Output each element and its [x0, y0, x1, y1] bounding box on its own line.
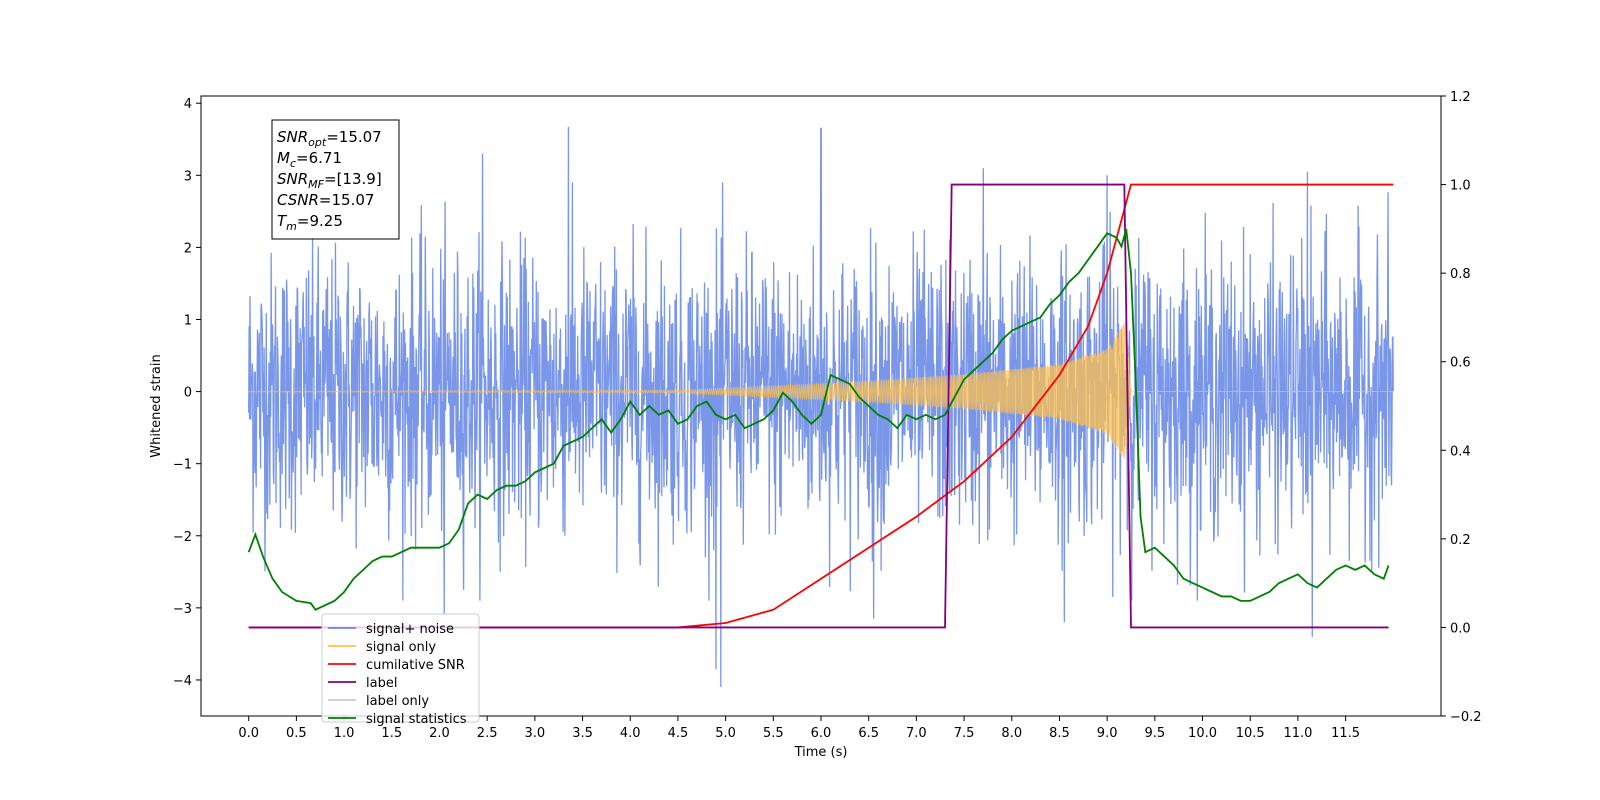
x-tick-label: 11.5 — [1331, 726, 1360, 741]
y-tick-label: 1 — [184, 313, 192, 328]
info-line: CSNR=15.07 — [277, 191, 374, 209]
x-axis-label: Time (s) — [794, 745, 848, 760]
y2-tick-label: 1.2 — [1450, 90, 1471, 105]
x-tick-label: 0.0 — [238, 726, 259, 741]
y-tick-label: 3 — [184, 169, 192, 184]
series-signal-statistics-line — [247, 228, 1390, 611]
y-axis-right: 1.2 1.0 0.8 0.6 0.4 0.2 0.0 −0.2 — [1441, 90, 1482, 725]
y2-tick-label: 0.2 — [1450, 533, 1471, 548]
x-tick-label: 8.5 — [1049, 726, 1070, 741]
legend-label: label only — [366, 694, 429, 709]
y2-tick-label: 0.4 — [1450, 444, 1471, 459]
y2-tick-label: 0.8 — [1450, 267, 1471, 282]
y2-tick-label: 1.0 — [1450, 179, 1471, 194]
y-axis-left: 4 3 2 1 0 −1 −2 −3 −4 — [173, 97, 201, 689]
x-tick-label: 2.5 — [477, 726, 498, 741]
x-tick-label: 4.5 — [668, 726, 689, 741]
x-tick-label: 1.5 — [381, 726, 402, 741]
info-box-frame — [271, 119, 400, 240]
y2-tick-label: −0.2 — [1450, 710, 1482, 725]
y-tick-label: −1 — [173, 458, 192, 473]
info-box: SNRopt=15.07Mc=6.71SNRMF=[13.9]CSNR=15.0… — [271, 119, 400, 240]
x-tick-label: 6.0 — [811, 726, 832, 741]
x-tick-label: 8.0 — [1001, 726, 1022, 741]
legend-label: signal+ noise — [366, 622, 454, 637]
y-tick-label: 0 — [184, 386, 192, 401]
legend-frame — [321, 613, 480, 723]
y2-tick-label: 0.6 — [1450, 356, 1471, 371]
x-tick-label: 5.5 — [763, 726, 784, 741]
x-tick-label: 7.5 — [954, 726, 975, 741]
y-tick-label: −2 — [173, 530, 192, 545]
legend-label: signal only — [366, 640, 436, 655]
info-line: SNRMF=[13.9] — [277, 170, 382, 191]
y-tick-label: −4 — [173, 674, 192, 689]
series-signal-noise-line — [248, 126, 1394, 688]
x-tick-label: 4.0 — [620, 726, 641, 741]
y-tick-label: −3 — [173, 602, 192, 617]
x-tick-label: 5.0 — [715, 726, 736, 741]
info-line: Tm=9.25 — [277, 212, 343, 233]
x-tick-label: 7.0 — [906, 726, 927, 741]
x-axis: 0.0 0.5 1.0 1.5 2.0 2.5 3.0 3.5 4.0 4.5 5.0 5.5 6.0 6… — [238, 716, 1360, 741]
series-label-line — [248, 183, 1389, 629]
y-axis-label: Whitened strain — [149, 354, 164, 457]
x-tick-label: 10.5 — [1236, 726, 1265, 741]
x-tick-label: 1.0 — [334, 726, 355, 741]
x-tick-label: 3.5 — [572, 726, 593, 741]
y-tick-label: 2 — [184, 241, 192, 256]
legend: signal+ noise signal only cumilative SNR la… — [321, 613, 480, 727]
x-tick-label: 3.0 — [525, 726, 546, 741]
y2-tick-label: 0.0 — [1450, 621, 1471, 636]
info-line: Mc=6.71 — [277, 149, 342, 170]
info-line: SNRopt=15.07 — [277, 128, 382, 149]
x-tick-label: 6.5 — [858, 726, 879, 741]
legend-label: cumilative SNR — [366, 658, 465, 673]
data-layer — [247, 126, 1394, 688]
x-tick-label: 10.0 — [1188, 726, 1217, 741]
legend-label: label — [366, 676, 397, 691]
x-tick-label: 11.0 — [1283, 726, 1312, 741]
legend-label: signal statistics — [366, 712, 467, 727]
y-tick-label: 4 — [184, 97, 192, 112]
x-tick-label: 2.0 — [429, 726, 450, 741]
x-tick-label: 9.5 — [1145, 726, 1166, 741]
x-tick-label: 0.5 — [286, 726, 307, 741]
series-signal-only-line — [248, 320, 1394, 459]
x-tick-label: 9.0 — [1097, 726, 1118, 741]
